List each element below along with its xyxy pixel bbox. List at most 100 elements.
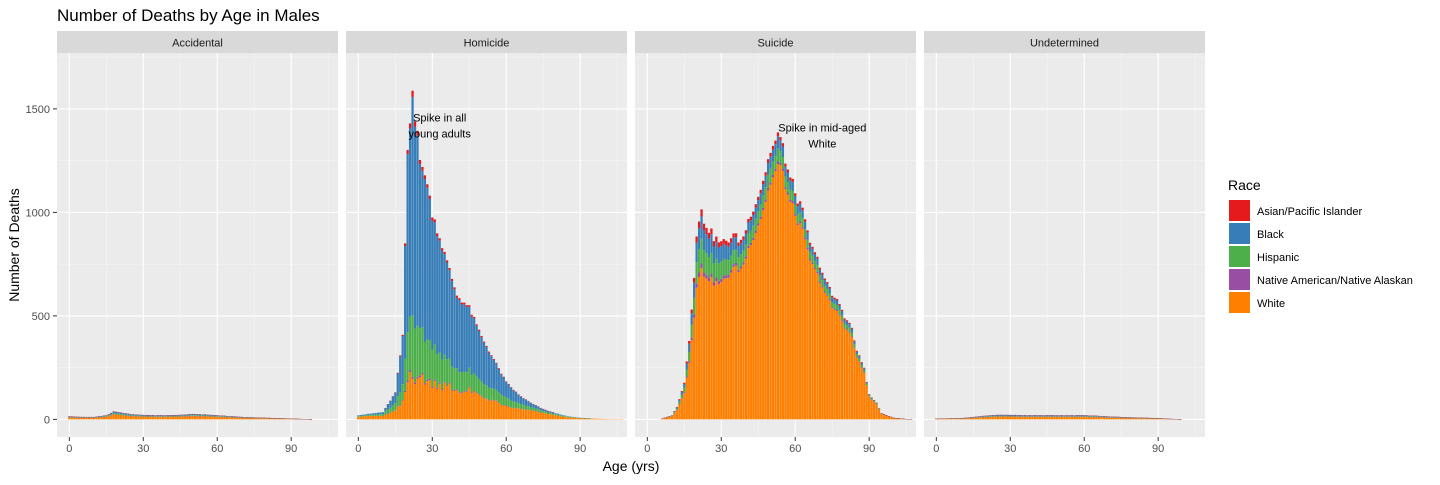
bar-segment-hispanic bbox=[113, 413, 115, 414]
bar-segment-black bbox=[453, 289, 455, 368]
bar-segment-black bbox=[446, 263, 448, 360]
bar-segment-black bbox=[737, 246, 739, 257]
bar-segment-hispanic bbox=[456, 368, 458, 389]
bar-segment-black bbox=[478, 331, 480, 379]
bar-segment-native-american-native-alaskan bbox=[787, 193, 789, 195]
x-axis-label: Age (yrs) bbox=[603, 458, 660, 474]
bar-segment-native-american-native-alaskan bbox=[769, 182, 771, 185]
bar-segment-white bbox=[357, 417, 359, 420]
bar-segment-black bbox=[517, 395, 519, 403]
bar-segment-black bbox=[735, 237, 737, 249]
bar-segment-hispanic bbox=[713, 263, 715, 282]
bar-segment-white bbox=[814, 269, 816, 419]
bar-segment-asian-pacific-islander bbox=[705, 228, 707, 234]
bar-segment-native-american-native-alaskan bbox=[811, 263, 813, 264]
bar-segment-hispanic bbox=[530, 407, 532, 410]
bar-segment-white bbox=[700, 268, 702, 419]
bar-segment-hispanic bbox=[525, 406, 527, 410]
bar-segment-hispanic bbox=[409, 316, 411, 370]
bar-segment-black bbox=[384, 408, 386, 412]
bar-segment-black bbox=[673, 411, 675, 412]
bar-segment-black bbox=[532, 404, 534, 408]
bar-segment-black bbox=[397, 374, 399, 397]
bar-segment-hispanic bbox=[700, 239, 702, 264]
bar-segment-native-american-native-alaskan bbox=[436, 388, 438, 389]
bar-segment-black bbox=[120, 413, 122, 414]
bar-segment-white bbox=[1108, 418, 1110, 420]
bar-segment-white bbox=[1110, 418, 1112, 420]
bar-segment-native-american-native-alaskan bbox=[767, 188, 769, 191]
bar-segment-native-american-native-alaskan bbox=[797, 223, 799, 225]
bar-segment-asian-pacific-islander bbox=[693, 278, 695, 283]
bar-segment-white bbox=[737, 272, 739, 419]
bar-segment-white bbox=[1039, 417, 1041, 420]
bar-segment-hispanic bbox=[557, 415, 559, 416]
bar-segment-white bbox=[1007, 416, 1009, 419]
bar-segment-black bbox=[461, 304, 463, 372]
bar-segment-black bbox=[725, 245, 727, 259]
bar-segment-hispanic bbox=[179, 416, 181, 417]
bar-segment-hispanic bbox=[547, 412, 549, 414]
bar-segment-white bbox=[848, 333, 850, 420]
bar-segment-hispanic bbox=[695, 262, 697, 284]
bar-segment-native-american-native-alaskan bbox=[434, 380, 436, 381]
bar-segment-black bbox=[490, 356, 492, 388]
bar-segment-white bbox=[127, 416, 129, 420]
bar-segment-white bbox=[1076, 417, 1078, 420]
bar-segment-hispanic bbox=[691, 325, 693, 338]
bar-segment-asian-pacific-islander bbox=[476, 324, 478, 325]
bar-segment-hispanic bbox=[404, 359, 406, 391]
bar-segment-black bbox=[715, 242, 717, 259]
bar-segment-hispanic bbox=[172, 416, 174, 417]
bar-segment-white bbox=[725, 278, 727, 419]
bar-segment-black bbox=[819, 270, 821, 276]
bar-segment-white bbox=[980, 417, 982, 419]
bar-segment-hispanic bbox=[537, 409, 539, 411]
bar-segment-asian-pacific-islander bbox=[732, 233, 734, 237]
bar-segment-hispanic bbox=[737, 257, 739, 269]
bar-segment-hispanic bbox=[360, 416, 362, 417]
bar-segment-white bbox=[191, 416, 193, 420]
bar-segment-hispanic bbox=[174, 416, 176, 417]
bar-segment-white bbox=[757, 226, 759, 420]
bar-segment-white bbox=[1009, 417, 1011, 420]
bar-segment-white bbox=[816, 273, 818, 419]
bar-segment-native-american-native-alaskan bbox=[461, 392, 463, 393]
bar-segment-black bbox=[794, 196, 796, 205]
bar-segment-white bbox=[360, 417, 362, 420]
bar-segment-hispanic bbox=[150, 416, 152, 417]
bar-segment-black bbox=[392, 396, 394, 405]
bar-segment-white bbox=[999, 416, 1001, 419]
bar-segment-native-american-native-alaskan bbox=[693, 314, 695, 317]
bar-segment-black bbox=[515, 392, 517, 402]
bar-segment-black bbox=[678, 400, 680, 402]
bar-segment-white bbox=[177, 417, 179, 420]
bar-segment-white bbox=[1051, 417, 1053, 420]
bar-segment-hispanic bbox=[673, 412, 675, 413]
bar-segment-white bbox=[483, 399, 485, 420]
bar-segment-white bbox=[535, 411, 537, 419]
bar-segment-white bbox=[448, 384, 450, 420]
bar-segment-asian-pacific-islander bbox=[446, 260, 448, 262]
bar-segment-hispanic bbox=[784, 176, 786, 187]
bar-segment-native-american-native-alaskan bbox=[458, 392, 460, 393]
bar-segment-white bbox=[868, 397, 870, 420]
bar-segment-asian-pacific-islander bbox=[782, 143, 784, 146]
bar-segment-native-american-native-alaskan bbox=[829, 299, 831, 300]
bar-segment-hispanic bbox=[873, 401, 875, 402]
bar-segment-hispanic bbox=[836, 305, 838, 310]
legend-label: Asian/Pacific Islander bbox=[1257, 206, 1362, 218]
bar-segment-hispanic bbox=[476, 376, 478, 392]
bar-segment-asian-pacific-islander bbox=[843, 318, 845, 319]
bar-segment-white bbox=[199, 416, 201, 419]
bar-segment-white bbox=[732, 267, 734, 420]
bar-segment-white bbox=[779, 165, 781, 419]
bar-segment-hispanic bbox=[846, 325, 848, 329]
bar-segment-white bbox=[189, 416, 191, 419]
bar-segment-white bbox=[824, 293, 826, 420]
bar-segment-black bbox=[525, 400, 527, 406]
bar-segment-hispanic bbox=[789, 190, 791, 200]
bar-segment-white bbox=[530, 410, 532, 419]
